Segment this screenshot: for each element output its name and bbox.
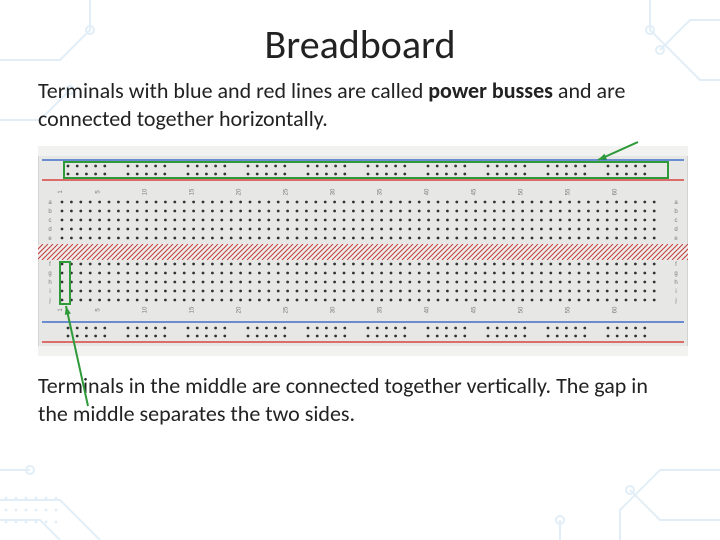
breadboard-figure: 1155101015152020252530303535404045455050…: [38, 146, 682, 356]
slide-content: Breadboard Terminals with blue and red l…: [0, 0, 720, 427]
page-title: Breadboard: [38, 20, 682, 69]
para1-pre: Terminals with blue and red lines are ca…: [38, 77, 428, 104]
intro-paragraph: Terminals with blue and red lines are ca…: [38, 77, 682, 132]
para1-bold: power busses: [428, 77, 553, 104]
callout-arrows: [38, 126, 698, 426]
